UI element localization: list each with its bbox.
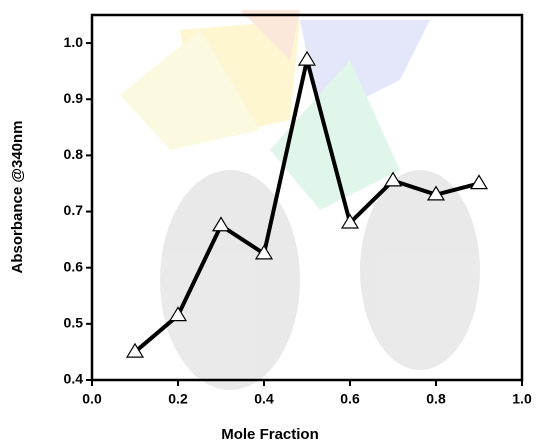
x-tick-label: 0.4 <box>254 391 274 407</box>
x-tick-label: 0.2 <box>168 391 188 407</box>
x-tick-label: 0.8 <box>426 391 446 407</box>
y-tick-label: 1.0 <box>64 34 84 50</box>
y-tick-label: 0.8 <box>64 146 84 162</box>
y-tick-label: 0.5 <box>64 315 84 331</box>
data-point <box>383 171 403 187</box>
data-point <box>254 244 274 260</box>
y-tick-label: 0.9 <box>64 90 84 106</box>
y-tick-label: 0.7 <box>64 202 84 218</box>
y-tick-label: 0.4 <box>64 371 84 387</box>
data-point <box>211 216 231 232</box>
data-point <box>168 306 188 322</box>
plot-frame <box>90 13 524 382</box>
x-tick-label: 1.0 <box>512 391 532 407</box>
x-axis-label: Mole Fraction <box>221 426 319 443</box>
watermark <box>120 10 480 390</box>
y-tick-label: 0.6 <box>64 258 84 274</box>
data-point <box>469 174 489 190</box>
x-tick-label: 0.6 <box>340 391 360 407</box>
y-axis-label: Absorbance @340nm <box>9 120 26 273</box>
data-point <box>297 50 317 66</box>
data-point <box>125 342 145 358</box>
x-tick-label: 0.0 <box>82 391 102 407</box>
data-point <box>340 213 360 229</box>
data-point <box>426 185 446 201</box>
